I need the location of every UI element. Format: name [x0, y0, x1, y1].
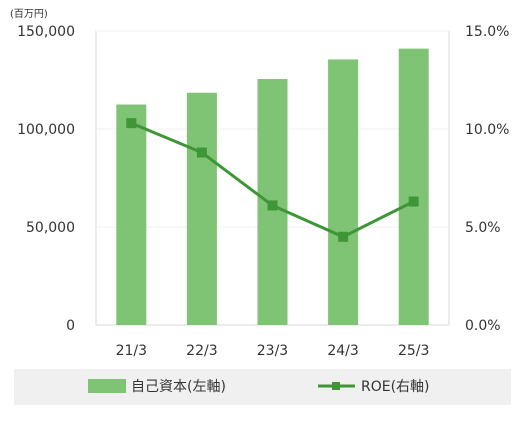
left-tick-label: 50,000: [26, 220, 75, 236]
line-series: [126, 118, 419, 242]
roe-point-21/3: [126, 118, 137, 129]
legend-swatch-bar: [88, 379, 126, 393]
x-tick-label: 25/3: [398, 343, 429, 359]
right-axis: 0.0% 5.0% 10.0% 15.0%: [465, 24, 509, 334]
left-tick-label: 100,000: [17, 122, 75, 138]
right-tick-label: 5.0%: [465, 220, 501, 236]
left-tick-label: 0: [66, 318, 75, 334]
legend: 自己資本(左軸) ROE(右軸): [88, 379, 430, 395]
legend-marker: [332, 382, 340, 390]
bar-25/3: [398, 48, 429, 325]
legend-label-roe: ROE(右軸): [361, 379, 430, 395]
roe-point-25/3: [408, 196, 419, 207]
right-tick-label: 0.0%: [465, 318, 501, 334]
left-axis-unit-label: (百万円): [10, 8, 48, 20]
roe-point-24/3: [338, 231, 349, 242]
roe-point-23/3: [267, 200, 278, 211]
bar-24/3: [328, 59, 359, 326]
x-tick-label: 22/3: [186, 343, 217, 359]
right-tick-label: 15.0%: [465, 24, 509, 40]
bar-series: [116, 48, 429, 326]
bar-21/3: [116, 104, 147, 325]
roe-point-22/3: [196, 147, 207, 158]
left-axis: 0 50,000 100,000 150,000: [17, 24, 75, 334]
x-tick-label: 24/3: [327, 343, 358, 359]
x-tick-label: 23/3: [257, 343, 288, 359]
x-tick-label: 21/3: [116, 343, 147, 359]
x-axis: 21/3 22/3 23/3 24/3 25/3: [116, 343, 430, 359]
right-tick-label: 10.0%: [465, 122, 509, 138]
legend-label-equity: 自己資本(左軸): [131, 379, 226, 395]
bar-22/3: [186, 92, 217, 326]
left-tick-label: 150,000: [17, 24, 75, 40]
